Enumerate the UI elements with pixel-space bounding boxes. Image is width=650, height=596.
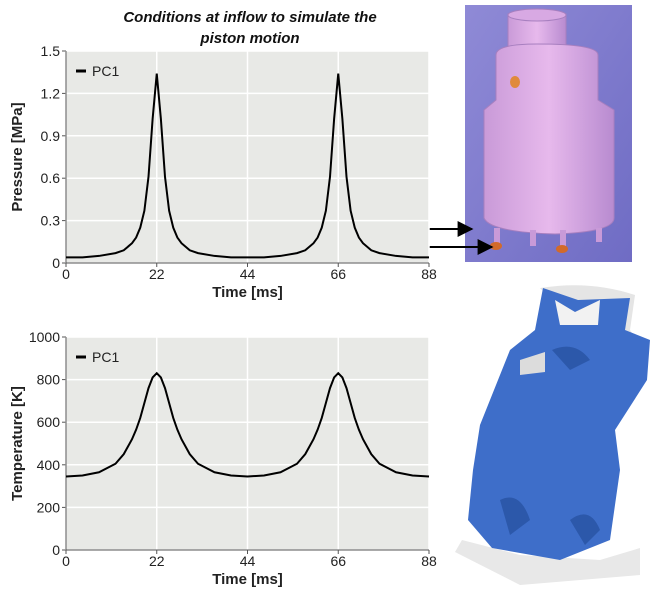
x-tick-label: 0 <box>62 553 70 569</box>
y-tick-label: 0.9 <box>41 128 61 144</box>
legend-label: PC1 <box>92 349 119 365</box>
y-tick-label: 400 <box>37 457 61 473</box>
mesh-image <box>455 285 650 585</box>
y-axis-label: Pressure [MPa] <box>9 102 26 211</box>
x-tick-label: 44 <box>240 266 256 282</box>
x-tick-label: 22 <box>149 266 165 282</box>
y-tick-label: 0.6 <box>41 170 61 186</box>
y-tick-label: 0 <box>52 255 60 271</box>
y-tick-label: 200 <box>37 499 61 515</box>
y-tick-label: 1.2 <box>41 85 61 101</box>
x-tick-label: 22 <box>149 553 165 569</box>
y-tick-label: 0.3 <box>41 213 61 229</box>
x-tick-label: 44 <box>240 553 256 569</box>
y-tick-label: 0 <box>52 542 60 558</box>
figure-title: Conditions at inflow to simulate the pis… <box>110 7 390 49</box>
x-tick-label: 66 <box>330 553 346 569</box>
y-axis-label: Temperature [K] <box>9 386 26 501</box>
vessel-image <box>465 5 632 262</box>
y-tick-label: 600 <box>37 414 61 430</box>
x-tick-label: 88 <box>421 553 437 569</box>
x-axis-label: Time [ms] <box>212 284 283 301</box>
x-axis-label: Time [ms] <box>212 571 283 588</box>
y-tick-label: 800 <box>37 372 61 388</box>
legend-label: PC1 <box>92 63 119 79</box>
y-tick-label: 1000 <box>29 329 60 345</box>
page: {"chart_data": [ {"type": "line", "title… <box>0 0 650 591</box>
x-tick-label: 0 <box>62 266 70 282</box>
figure: 0 0.3 0.6 0.9 1.2 1.5 0 22 44 66 88 Time [ms] Pressu… <box>0 0 650 591</box>
x-tick-label: 88 <box>421 266 437 282</box>
x-tick-label: 66 <box>330 266 346 282</box>
y-tick-label: 1.5 <box>41 43 61 59</box>
